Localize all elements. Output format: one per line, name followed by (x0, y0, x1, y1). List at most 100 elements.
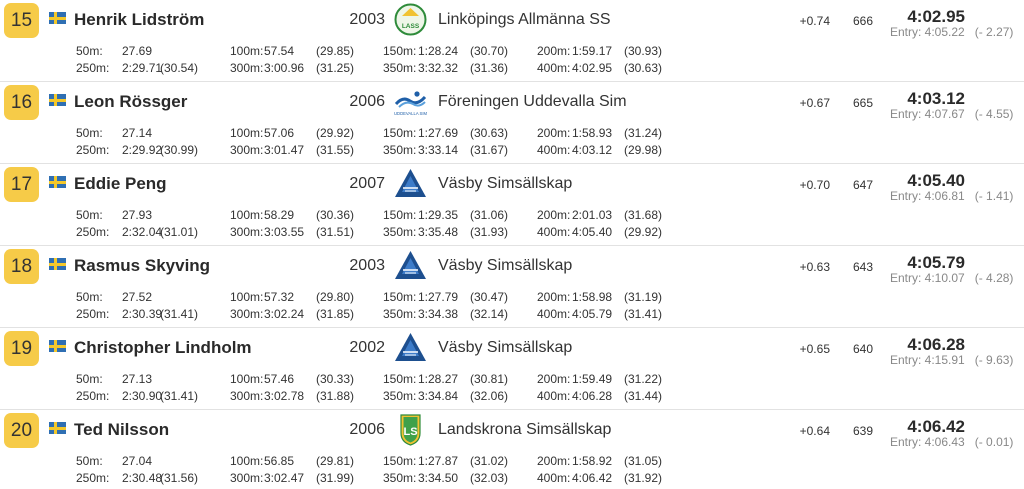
split-label: 100m: (230, 44, 264, 58)
split-label: 250m: (76, 61, 110, 75)
split-label: 150m: (383, 290, 417, 304)
swimmer-name[interactable]: Christopher Lindholm (74, 338, 252, 357)
swimmer-name[interactable]: Henrik Lidström (74, 10, 205, 29)
split-label: 50m: (76, 372, 103, 386)
result-row[interactable]: 18 Rasmus Skyving 2003 Väsby Simsällskap… (0, 246, 1024, 328)
split-label: 100m: (230, 372, 264, 386)
split-lap-time: (31.36) (470, 61, 509, 75)
split-time: 3:33.14 (418, 143, 459, 157)
split-lap-time: (31.22) (624, 372, 663, 386)
split-time: 1:28.24 (418, 44, 459, 58)
split-label: 150m: (383, 454, 417, 468)
club-name[interactable]: Linköpings Allmänna SS (438, 11, 611, 28)
split-time: 1:58.92 (572, 454, 613, 468)
swimmer-name[interactable]: Ted Nilsson (74, 420, 170, 439)
split-time: 3:02.24 (264, 307, 305, 321)
split-time: 4:06.42 (572, 471, 613, 485)
split-label: 100m: (230, 454, 264, 468)
split-lap-time: (31.41) (160, 389, 199, 403)
split-lap-time: (31.67) (470, 143, 509, 157)
reaction-time: +0.63 (799, 260, 830, 274)
split-label: 150m: (383, 372, 417, 386)
split-time: 1:58.98 (572, 290, 613, 304)
svg-text:LS: LS (403, 426, 417, 438)
split-label: 250m: (76, 389, 110, 403)
split-time: 4:02.95 (572, 61, 613, 75)
split-label: 200m: (537, 372, 571, 386)
split-time: 2:30.48 (122, 471, 163, 485)
split-label: 200m: (537, 208, 571, 222)
place-badge: 18 (4, 249, 39, 284)
swimmer-name[interactable]: Leon Rössger (74, 92, 188, 111)
club-name[interactable]: Väsby Simsällskap (438, 339, 573, 356)
split-time: 3:02.47 (264, 471, 305, 485)
split-time: 1:27.79 (418, 290, 459, 304)
split-time: 3:34.50 (418, 471, 459, 485)
place-badge: 17 (4, 167, 39, 202)
split-lap-time: (29.92) (624, 225, 663, 239)
split-time: 2:30.90 (122, 389, 163, 403)
split-label: 400m: (537, 389, 571, 403)
split-label: 350m: (383, 225, 417, 239)
swimmer-name[interactable]: Eddie Peng (74, 174, 167, 193)
swimmer-name[interactable]: Rasmus Skyving (74, 256, 211, 275)
split-lap-time: (31.41) (624, 307, 663, 321)
split-label: 50m: (76, 44, 103, 58)
club-name[interactable]: Väsby Simsällskap (438, 257, 573, 274)
final-time: 4:03.12 (907, 89, 965, 108)
fina-points: 640 (852, 342, 873, 356)
fina-points: 643 (852, 260, 873, 274)
split-time: 27.52 (122, 290, 153, 304)
split-time: 1:58.93 (572, 126, 613, 140)
split-lap-time: (29.81) (316, 454, 355, 468)
split-time: 3:34.38 (418, 307, 459, 321)
result-row[interactable]: 15 Henrik Lidström 2003 LASS Linköpings … (0, 0, 1024, 82)
split-time: 27.13 (122, 372, 153, 386)
split-lap-time: (29.98) (624, 143, 663, 157)
split-time: 4:06.28 (572, 389, 613, 403)
sweden-flag-icon (49, 94, 66, 106)
split-time: 2:29.71 (122, 61, 163, 75)
split-time: 4:05.40 (572, 225, 613, 239)
split-lap-time: (31.41) (160, 307, 199, 321)
split-lap-time: (32.06) (470, 389, 509, 403)
split-lap-time: (32.14) (470, 307, 509, 321)
split-label: 300m: (230, 389, 264, 403)
split-label: 250m: (76, 471, 110, 485)
result-row[interactable]: 16 Leon Rössger 2006 UDDEVALLA SIM Fören… (0, 82, 1024, 164)
fina-points: 639 (852, 424, 873, 438)
split-time: 1:27.87 (418, 454, 459, 468)
reaction-time: +0.65 (799, 342, 830, 356)
split-lap-time: (31.55) (316, 143, 355, 157)
entry-time: Entry: 4:06.81 (- 1.41) (890, 189, 1014, 203)
split-label: 400m: (537, 471, 571, 485)
split-label: 250m: (76, 225, 110, 239)
split-label: 400m: (537, 225, 571, 239)
split-time: 2:01.03 (572, 208, 613, 222)
split-time: 3:32.32 (418, 61, 459, 75)
split-lap-time: (31.68) (624, 208, 663, 222)
split-label: 50m: (76, 126, 103, 140)
split-label: 200m: (537, 454, 571, 468)
split-time: 1:29.35 (418, 208, 459, 222)
result-row[interactable]: 20 Ted Nilsson 2006 LS Landskrona Simsäl… (0, 410, 1024, 489)
club-name[interactable]: Föreningen Uddevalla Sim (438, 93, 627, 110)
split-label: 300m: (230, 307, 264, 321)
result-row[interactable]: 19 Christopher Lindholm 2002 Väsby Simsä… (0, 328, 1024, 410)
club-name[interactable]: Landskrona Simsällskap (438, 421, 612, 438)
split-label: 50m: (76, 454, 103, 468)
sweden-flag-icon (49, 12, 66, 24)
result-row[interactable]: 17 Eddie Peng 2007 Väsby Simsällskap +0.… (0, 164, 1024, 246)
birth-year: 2003 (349, 257, 385, 274)
split-time: 4:05.79 (572, 307, 613, 321)
split-label: 300m: (230, 143, 264, 157)
reaction-time: +0.70 (799, 178, 830, 192)
split-lap-time: (31.05) (624, 454, 663, 468)
club-name[interactable]: Väsby Simsällskap (438, 175, 573, 192)
split-time: 1:28.27 (418, 372, 459, 386)
split-label: 400m: (537, 61, 571, 75)
split-lap-time: (31.56) (160, 471, 199, 485)
split-lap-time: (31.92) (624, 471, 663, 485)
split-lap-time: (30.63) (624, 61, 663, 75)
split-label: 350m: (383, 143, 417, 157)
